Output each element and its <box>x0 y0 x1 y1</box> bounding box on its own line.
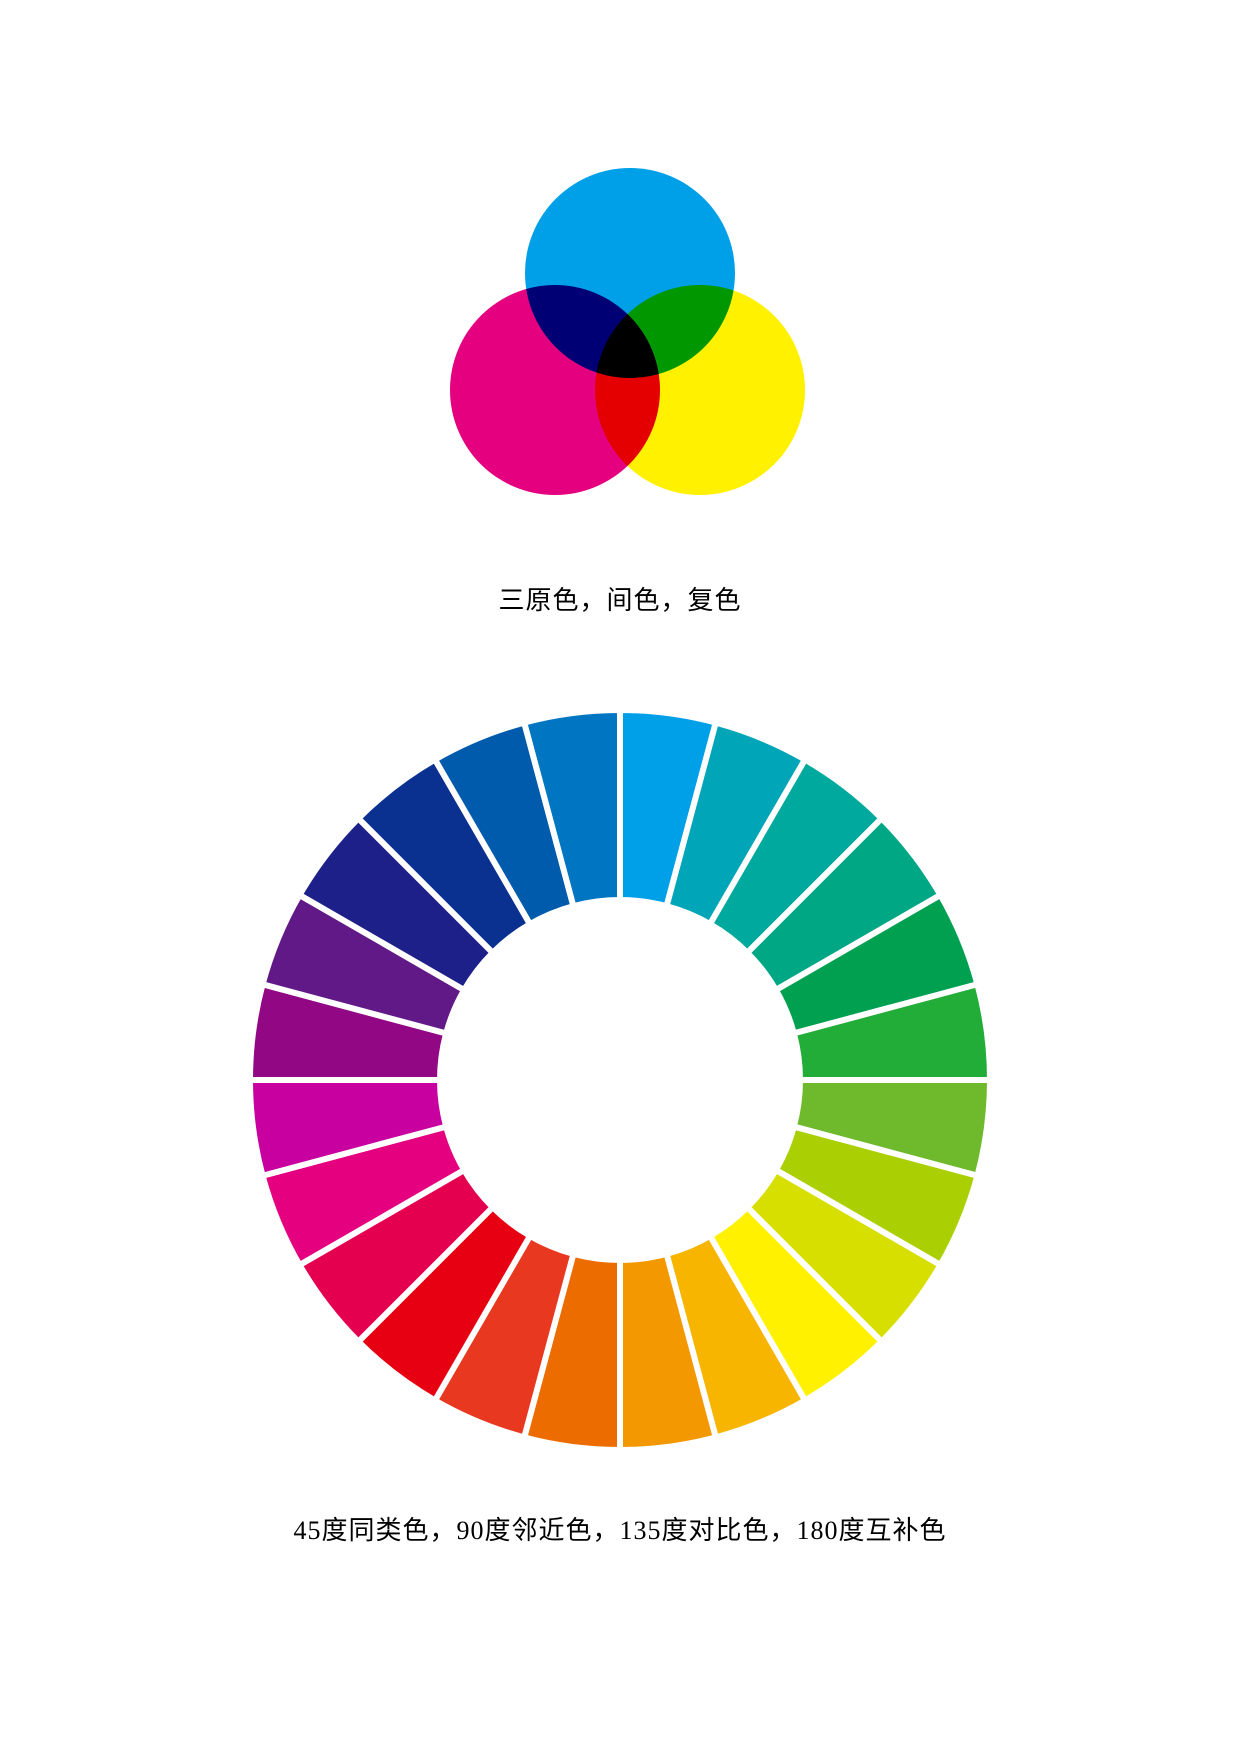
page: 三原色，间色，复色 45度同类色，90度邻近色，135度对比色，180度互补色 <box>0 0 1240 1754</box>
venn-circle-yellow <box>595 285 805 495</box>
venn-diagram <box>370 155 870 525</box>
wheel-center <box>443 903 797 1257</box>
venn-caption: 三原色，间色，复色 <box>0 580 1240 617</box>
wheel-caption: 45度同类色，90度邻近色，135度对比色，180度互补色 <box>0 1510 1240 1547</box>
color-wheel <box>230 690 1010 1470</box>
